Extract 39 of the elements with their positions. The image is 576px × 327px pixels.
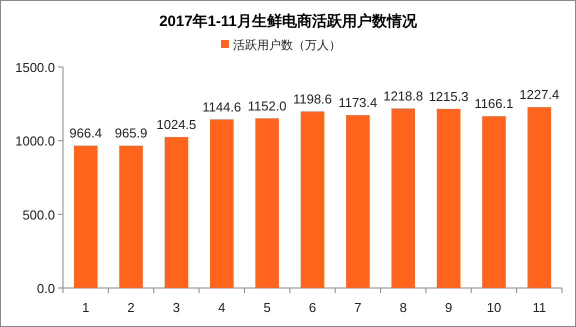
x-tick-label: 9 <box>444 300 452 315</box>
x-tick-label: 5 <box>264 300 271 315</box>
bar <box>436 108 460 288</box>
bar <box>346 115 370 288</box>
x-tick-label: 7 <box>354 300 362 315</box>
text: 1198.6 <box>293 91 332 106</box>
y-tick-label: 500.0 <box>22 207 55 222</box>
text: 1215.3 <box>428 88 468 104</box>
legend: 活跃用户数（万人） <box>221 38 341 52</box>
bar <box>255 118 279 288</box>
bar <box>391 108 416 288</box>
x-tick-label: 11 <box>532 300 546 315</box>
text: 965.9 <box>114 126 148 141</box>
bar <box>164 137 188 288</box>
y-tick-label: 0.0 <box>36 281 55 296</box>
bar <box>119 146 143 288</box>
bar <box>210 119 234 288</box>
text: 966.4 <box>69 126 102 141</box>
bar <box>528 107 552 288</box>
text: 1152.0 <box>248 98 287 114</box>
x-tick-label: 2 <box>127 300 135 315</box>
text: 1166.1 <box>474 96 514 112</box>
bar <box>300 111 324 288</box>
x-tick-label: 6 <box>308 300 316 315</box>
x-tick-label: 3 <box>172 300 180 315</box>
text: 1218.8 <box>383 88 424 104</box>
x-tick-label: 1 <box>82 300 90 315</box>
text: 1144.6 <box>202 99 242 114</box>
bar <box>482 116 506 288</box>
y-tick-label: 1000.0 <box>15 134 55 149</box>
bar <box>74 146 98 288</box>
y-tick-label: 1500.0 <box>15 60 55 75</box>
text: 1227.4 <box>519 87 560 102</box>
text: 1024.5 <box>156 117 196 132</box>
x-tick-label: 4 <box>218 300 226 315</box>
chart-title: 2017年1-11月生鲜电商活跃用户数情况 <box>159 12 418 30</box>
text: 1173.4 <box>338 95 378 110</box>
x-tick-label: 8 <box>400 300 407 315</box>
x-tick-label: 10 <box>486 300 502 315</box>
